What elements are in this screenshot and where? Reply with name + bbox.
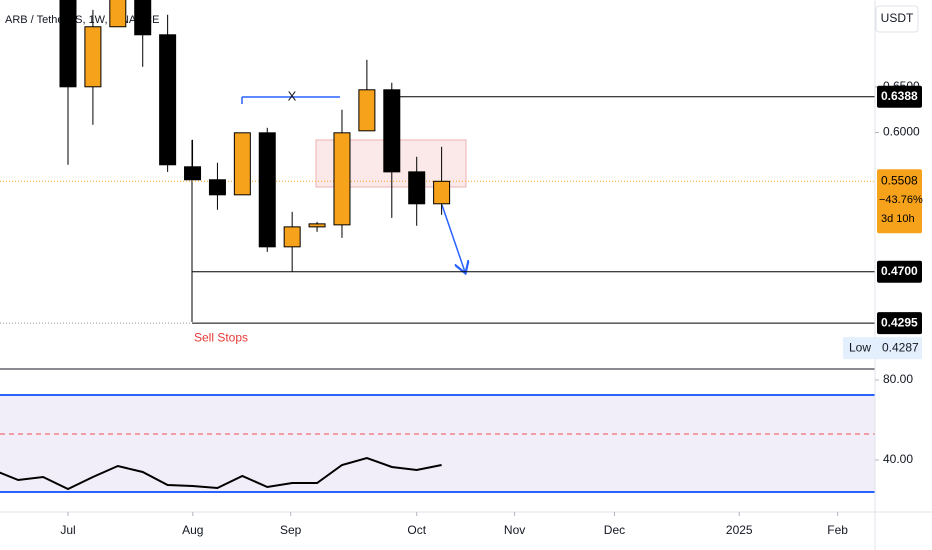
level-label-box <box>877 260 922 283</box>
annotation: Sell Stops <box>194 330 248 344</box>
x-tick-label: Sep <box>280 523 302 537</box>
x-tick-label: Aug <box>182 523 203 537</box>
candle-body <box>233 132 251 196</box>
candle-body <box>333 132 351 226</box>
x-tick-label: Oct <box>407 523 426 537</box>
x-tick-label: Feb <box>827 523 848 537</box>
indicator-pane <box>0 370 875 512</box>
indicator-y-tick-label: 40.00 <box>883 452 913 466</box>
x-tick-label: Jul <box>60 523 75 537</box>
candle-body <box>84 26 102 88</box>
low-value: 0.4287 <box>882 340 919 354</box>
candle-body <box>308 223 326 228</box>
x-tick-label: Nov <box>504 523 525 537</box>
candle-body <box>408 171 426 205</box>
candle-body <box>433 180 451 205</box>
indicator-y-tick-label: 80.00 <box>883 372 913 386</box>
x-tick-label: 2025 <box>726 523 753 537</box>
level-label: 0.4295 <box>881 315 918 329</box>
candle-body <box>358 89 376 132</box>
x-tick-label: Dec <box>604 523 625 537</box>
last-price-countdown: 3d 10h <box>881 213 915 225</box>
last-price-box <box>877 169 922 234</box>
last-price-change: −43.76% <box>879 194 923 206</box>
last-price-label: 0.5508 <box>881 173 918 187</box>
candle-body <box>208 179 226 196</box>
level-label: 0.6388 <box>881 89 918 103</box>
projection-arrow <box>441 204 465 272</box>
currency: USDT <box>881 11 914 25</box>
candle-body <box>184 166 202 181</box>
level-label: 0.4700 <box>881 264 918 278</box>
candle-body <box>283 226 301 248</box>
level-label-box <box>877 85 922 108</box>
y-tick-label: 0.6000 <box>883 125 920 139</box>
candle-body <box>59 0 77 88</box>
candle-body <box>383 89 401 173</box>
level-label-box <box>877 312 922 335</box>
low-name: Low <box>849 340 871 354</box>
candle-body <box>134 0 152 36</box>
candle-body <box>258 132 276 248</box>
candle-body <box>159 34 177 166</box>
currency-box[interactable] <box>875 5 919 33</box>
low-box <box>843 337 922 360</box>
indicator-band <box>0 395 875 492</box>
indicator-line <box>0 456 442 491</box>
candle-body <box>109 0 127 28</box>
price-pane: X Sell Stops <box>0 0 875 344</box>
annotation: X <box>288 88 297 103</box>
